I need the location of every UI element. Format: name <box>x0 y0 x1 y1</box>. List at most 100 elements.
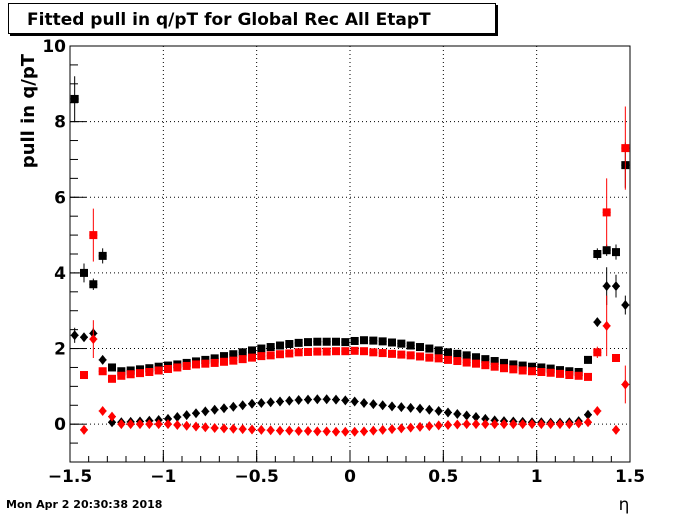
data-point-square <box>453 357 462 366</box>
data-point-square <box>313 337 322 346</box>
data-point-diamond <box>238 400 247 411</box>
data-point-diamond <box>593 317 602 328</box>
data-point-diamond <box>210 422 219 433</box>
data-point-diamond <box>98 354 107 365</box>
data-point-square <box>388 349 396 358</box>
data-point-square <box>528 362 536 371</box>
data-point-diamond <box>276 396 284 407</box>
data-point-square <box>556 369 564 378</box>
data-point-diamond <box>350 396 359 407</box>
y-tick-label: 2 <box>54 340 66 360</box>
data-point-diamond <box>434 405 443 416</box>
data-point-diamond <box>621 379 630 390</box>
data-point-diamond <box>164 413 172 424</box>
data-point-square <box>332 347 340 356</box>
data-point-square <box>276 350 284 359</box>
data-point-diamond <box>173 419 182 430</box>
data-point-square <box>528 367 536 376</box>
data-point-diamond <box>266 425 275 436</box>
data-point-diamond <box>397 402 406 413</box>
data-point-diamond <box>210 404 219 415</box>
data-point-square <box>285 340 294 349</box>
data-point-diamond <box>313 394 322 405</box>
data-point-square <box>220 357 228 366</box>
data-point-diamond <box>584 417 592 428</box>
data-point-square <box>192 360 200 369</box>
data-point-diamond <box>136 419 144 430</box>
data-point-diamond <box>332 394 340 405</box>
data-point-square <box>108 363 116 372</box>
data-point-square <box>108 374 116 383</box>
data-point-square <box>294 348 303 357</box>
data-point-diamond <box>444 419 452 430</box>
data-point-diamond <box>388 401 396 412</box>
data-point-square <box>360 347 368 356</box>
x-tick-label: 1.5 <box>615 467 645 487</box>
data-point-diamond <box>182 420 191 431</box>
data-point-diamond <box>332 426 340 437</box>
data-point-diamond <box>565 419 574 430</box>
data-point-diamond <box>574 418 583 429</box>
data-point-diamond <box>108 417 116 428</box>
data-point-diamond <box>518 419 527 430</box>
data-point-square <box>117 371 126 380</box>
data-point-diamond <box>173 411 182 422</box>
data-point-diamond <box>145 419 154 430</box>
data-point-diamond <box>406 422 415 433</box>
data-point-diamond <box>556 419 564 430</box>
data-point-diamond <box>546 419 555 430</box>
y-tick-label: 10 <box>42 37 66 57</box>
data-point-square <box>154 366 163 375</box>
data-point-diamond <box>257 424 266 435</box>
data-point-square <box>518 361 527 370</box>
data-point-diamond <box>126 419 135 430</box>
data-point-square <box>248 353 256 362</box>
data-point-square <box>257 344 266 353</box>
data-point-square <box>434 354 443 363</box>
data-point-diamond <box>602 281 611 292</box>
data-point-diamond <box>602 320 611 331</box>
data-point-diamond <box>201 422 210 433</box>
data-point-diamond <box>472 419 480 430</box>
data-point-diamond <box>285 395 294 406</box>
data-point-diamond <box>453 419 462 430</box>
data-point-diamond <box>108 411 116 422</box>
data-point-diamond <box>593 405 602 416</box>
data-point-square <box>80 371 88 380</box>
data-point-square <box>201 359 210 368</box>
data-point-square <box>537 367 546 376</box>
data-point-diamond <box>285 425 294 436</box>
data-point-square <box>220 352 228 361</box>
x-tick-label: 0 <box>344 467 356 487</box>
series-2 <box>80 106 630 383</box>
data-point-square <box>238 355 247 364</box>
data-point-diamond <box>500 419 508 430</box>
data-point-diamond <box>537 419 546 430</box>
data-point-square <box>341 338 350 347</box>
data-point-square <box>98 251 107 260</box>
data-point-diamond <box>341 395 350 406</box>
data-point-square <box>406 351 415 360</box>
x-tick-label: −0.5 <box>234 467 278 487</box>
data-point-diamond <box>416 403 424 414</box>
data-point-square <box>444 348 452 357</box>
data-point-square <box>313 347 322 356</box>
data-point-square <box>490 362 499 371</box>
data-point-square <box>462 358 471 367</box>
x-tick-label: 0.5 <box>428 467 458 487</box>
data-point-square <box>182 361 191 370</box>
x-tick-label: −1.5 <box>48 467 92 487</box>
data-point-square <box>472 353 480 362</box>
data-point-square <box>164 364 172 373</box>
chart-title-box: Fitted pull in q/pT for Global Rec All E… <box>8 3 496 34</box>
data-point-diamond <box>621 300 630 311</box>
data-point-diamond <box>378 424 387 435</box>
x-tick-label: 1 <box>531 467 543 487</box>
data-point-square <box>397 339 406 348</box>
data-point-square <box>117 367 126 376</box>
x-axis-label: η <box>619 495 630 514</box>
data-point-square <box>350 336 359 345</box>
data-point-diamond <box>154 419 163 430</box>
y-tick-label: 0 <box>54 415 66 435</box>
data-point-diamond <box>304 425 312 436</box>
